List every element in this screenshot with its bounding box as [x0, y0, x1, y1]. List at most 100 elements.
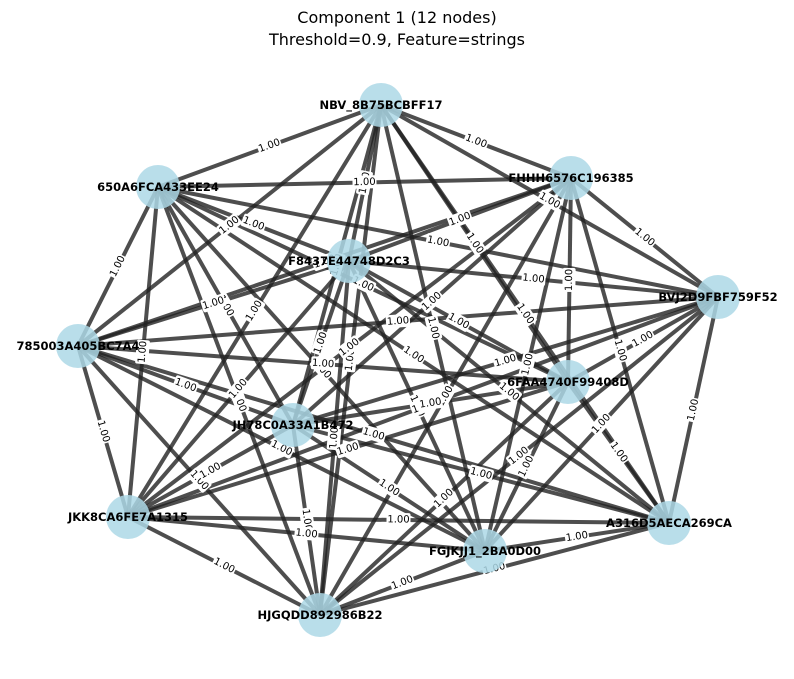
node-F8437E44748D2C3: F8437E44748D2C3: [288, 239, 410, 283]
edge-weight-label-bg: [187, 467, 212, 493]
edge-weight-label-bg: [107, 253, 129, 280]
edge-weight-text: 1.00: [212, 556, 237, 576]
edge-weight-label-bg: [200, 293, 227, 313]
edge-weight-label-bg: [431, 486, 457, 511]
edge-weight-label-bg: [360, 424, 387, 444]
edge-weight-text: 1.00: [387, 514, 409, 525]
node-label: 650A6FCA433EE24: [97, 180, 219, 194]
node-circle: [56, 324, 100, 368]
edge-weight-label-bg: [310, 356, 336, 371]
edge-weight-text: 1.00: [295, 527, 318, 540]
edge-weight-label-bg: [518, 351, 537, 378]
node-circle: [463, 529, 507, 573]
node-label: HJGQDD892986B22: [258, 608, 383, 622]
node-circle: [327, 239, 371, 283]
edge-weight-label: 1.00: [684, 397, 702, 423]
edge-weight-label: 1.00: [311, 329, 331, 356]
edge-weight-label: 1.00: [135, 339, 150, 365]
edge-weight-label: 1.00: [424, 315, 443, 341]
edge-weight-label-bg: [468, 464, 494, 483]
edge-weight-label-bg: [417, 395, 443, 411]
node-JH78C0A33A1B472: JH78C0A33A1B472: [232, 403, 353, 447]
node-circle: [359, 83, 403, 127]
edge-weight-label: 1.00: [611, 337, 630, 364]
edge-weight-label-bg: [564, 528, 590, 545]
node-label: FGJKJJ1_2BA0D00: [429, 544, 541, 559]
edge-weight-label-bg: [463, 230, 487, 257]
edge-weight-text: 1.00: [299, 508, 313, 532]
edge-weight-label-bg: [506, 443, 532, 468]
edge-weight-label-bg: [243, 297, 266, 324]
edge-weight-label: 1.00: [360, 424, 387, 444]
edge-weight-label: 1.00: [417, 395, 443, 411]
node-circle: [647, 501, 691, 545]
edge-weight-label-bg: [521, 271, 546, 286]
edge-weight-label-bg: [216, 213, 242, 237]
edge-weight-text: 1.00: [469, 466, 493, 482]
edge-weight-label-bg: [419, 289, 445, 314]
edge-weight-label: 1.00: [564, 528, 590, 545]
node-A316D5AECA269CA: A316D5AECA269CA: [606, 501, 732, 545]
edge-weight-label: 1.00: [334, 439, 361, 459]
edge-weight-label-bg: [389, 572, 416, 593]
node-JKK8CA6FE7A1315: JKK8CA6FE7A1315: [67, 495, 188, 539]
edge-weight-label: 1.00: [326, 425, 342, 451]
edge-weight-label-bg: [632, 225, 658, 249]
edge-weight-label-bg: [256, 135, 283, 156]
edge-weight-label: 1.00: [352, 175, 377, 189]
node-label: 785003A405BC7A4: [16, 339, 139, 353]
node-circle: [106, 495, 150, 539]
edge-weight-label-bg: [515, 453, 537, 480]
edge-weight-label-bg: [629, 328, 656, 350]
edge-weight-text: 1.00: [564, 269, 575, 291]
node-label: F8437E44748D2C3: [288, 254, 410, 268]
edge-weight-label-bg: [94, 418, 113, 445]
edge-weight-label-bg: [172, 375, 199, 395]
edge-weight-text: 1.00: [328, 426, 341, 449]
node-label: FHHH6576C196385: [508, 171, 633, 185]
node-label: A316D5AECA269CA: [606, 516, 732, 530]
node-circle: [298, 593, 342, 637]
edge-weight-label-bg: [334, 439, 361, 459]
edge-weight-label-bg: [446, 209, 473, 229]
node-circle: [549, 156, 593, 200]
node-circle: [696, 275, 740, 319]
edge-weight-label-bg: [352, 175, 377, 189]
edge-weight-label-bg: [536, 189, 563, 212]
edge-weight-text: 1.00: [198, 461, 223, 481]
edge-weight-label: 1.00: [385, 313, 411, 329]
node-label: JKK8CA6FE7A1315: [67, 510, 188, 524]
edge-weight-label: 1.00: [521, 271, 546, 286]
edge-weight-label-bg: [400, 343, 427, 366]
edge-weight-label: 1.00: [562, 267, 576, 293]
edge-weight-label-bg: [684, 397, 702, 423]
edge-weight-label: 1.00: [518, 351, 537, 378]
edge-weight-label-bg: [514, 300, 537, 327]
node-label: BVJ2D9FBF759F52: [658, 290, 777, 304]
edge-weight-label-bg: [385, 313, 411, 329]
edge-weight-label: 1.00: [310, 356, 336, 371]
edge-weight-label: 1.00: [294, 526, 319, 541]
edge-labels-layer: 1.001.001.001.001.001.00 1.001.001.001.00…: [94, 131, 702, 593]
edge-weight-label-bg: [425, 233, 451, 250]
edge-weight-label-bg: [496, 379, 522, 404]
edge-weight-label: 1.00: [200, 293, 227, 313]
edge-weight-label-bg: [445, 310, 472, 332]
node-label: 6FAA4740F99408D: [507, 375, 629, 389]
edge-weight-label-bg: [326, 425, 342, 451]
edge-weight-label-bg: [492, 351, 519, 370]
edge-weight-label-bg: [211, 555, 238, 577]
node-BVJ2D9FBF759F52: BVJ2D9FBF759F52: [658, 275, 778, 319]
edge-weight-text: 1.00: [386, 315, 409, 328]
node-650A6FCA433EE24: 650A6FCA433EE24: [97, 165, 219, 209]
graph-title: Component 1 (12 nodes): [297, 8, 497, 27]
edge-weight-label: 1.00: [94, 418, 113, 445]
edge-weight-label-bg: [463, 131, 490, 151]
edge-weight-label: 1.00: [463, 131, 490, 151]
node-HJGQDD892986B22: HJGQDD892986B22: [258, 593, 383, 637]
edge-weight-label: 1.00: [211, 555, 238, 577]
edge-weight-label-bg: [299, 507, 315, 533]
edge-weight-text: 1.00: [353, 177, 376, 188]
node-FGJKJJ1_2BA0D00: FGJKJJ1_2BA0D00: [429, 529, 541, 573]
edge-weight-label: 1.00: [446, 209, 473, 229]
